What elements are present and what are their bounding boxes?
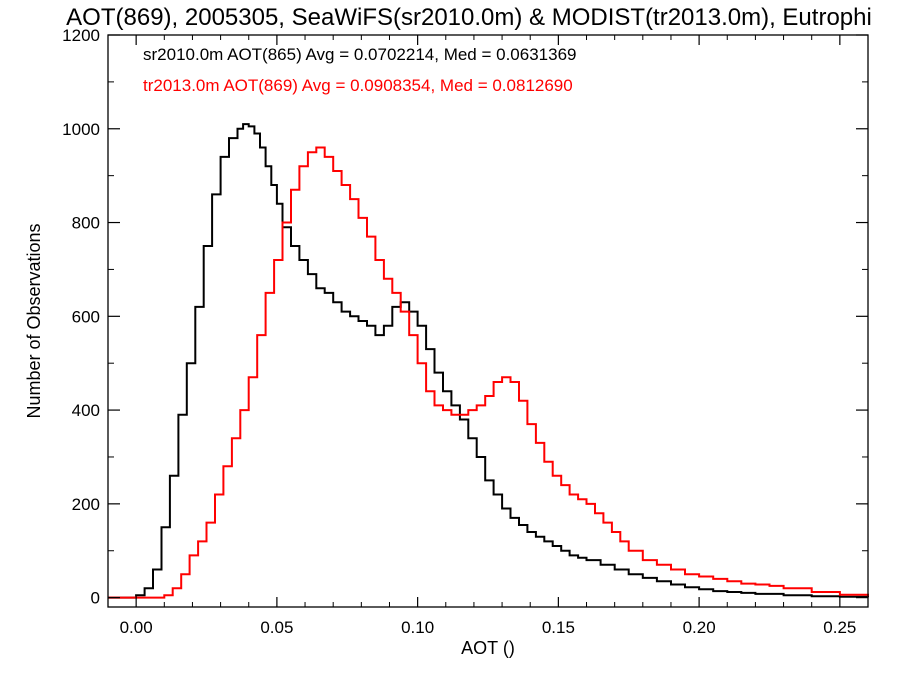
tick-layer: 0.00 0.05 0.10 0.15 0.20 0.25 0 200 400 600 800 100… — [62, 26, 869, 637]
x-tick-label: 0.15 — [542, 618, 575, 637]
y-tick-label: 400 — [72, 401, 100, 420]
plot-frame — [107, 34, 869, 608]
series-layer — [108, 123, 869, 599]
x-tick-label: 0.20 — [683, 618, 716, 637]
series-line-0 — [108, 123, 869, 599]
x-axis-label: AOT () — [461, 638, 515, 658]
x-tick-label: 0.10 — [401, 618, 434, 637]
x-tick-label: 0.05 — [260, 618, 293, 637]
y-tick-label: 0 — [91, 589, 100, 608]
y-tick-label: 600 — [72, 307, 100, 326]
y-axis-label: Number of Observations — [24, 223, 44, 418]
x-tick-label: 0.00 — [120, 618, 153, 637]
legend-entry-tr2013: tr2013.0m AOT(869) Avg = 0.0908354, Med … — [143, 76, 573, 95]
chart-title: AOT(869), 2005305, SeaWiFS(sr2010.0m) & … — [66, 4, 872, 31]
y-tick-label: 200 — [72, 495, 100, 514]
y-tick-label: 1000 — [62, 120, 100, 139]
y-tick-label: 1200 — [62, 26, 100, 45]
y-tick-label: 800 — [72, 214, 100, 233]
x-tick-label: 0.25 — [823, 618, 856, 637]
legend-entry-sr2010: sr2010.0m AOT(865) Avg = 0.0702214, Med … — [143, 45, 577, 64]
series-line-1 — [108, 146, 869, 599]
